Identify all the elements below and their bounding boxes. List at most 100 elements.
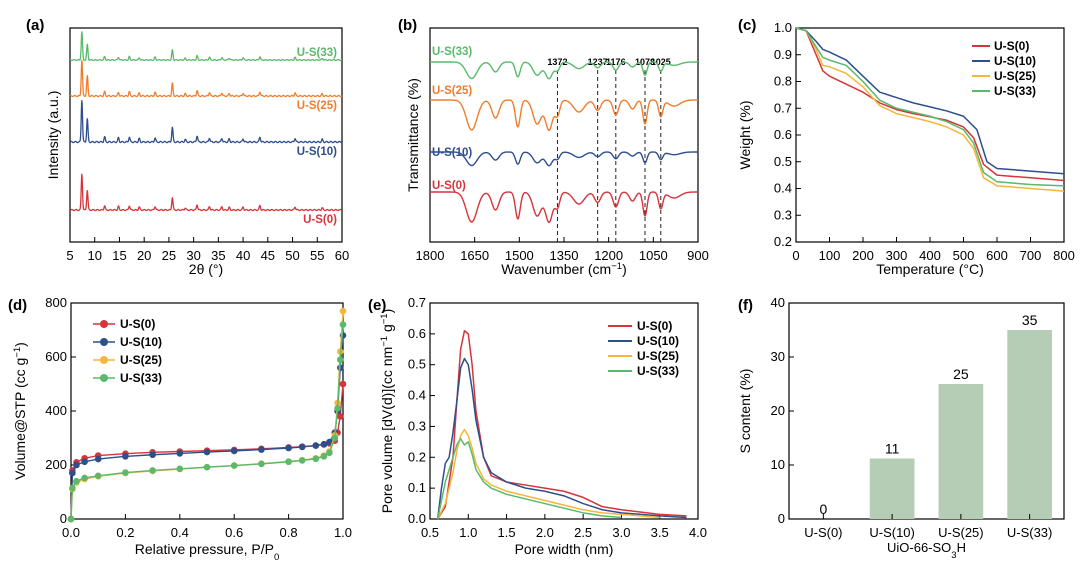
y-tick-label: 0.3 bbox=[408, 418, 426, 433]
peak-label: 1025 bbox=[651, 57, 671, 67]
x-axis-label: Relative pressure, P/P0 bbox=[135, 541, 280, 563]
legend-label: U-S(10) bbox=[120, 335, 162, 349]
data-point bbox=[122, 469, 129, 476]
data-point bbox=[298, 443, 306, 451]
series-line-U-S(33) bbox=[436, 438, 622, 520]
data-point bbox=[331, 434, 339, 442]
x-tick-label: 0.6 bbox=[225, 525, 243, 540]
bar-value-label: 0 bbox=[819, 501, 827, 517]
x-tick-label: U-S(0) bbox=[804, 525, 842, 540]
x-tick-label: 3.5 bbox=[651, 525, 669, 540]
x-tick-label: 2.0 bbox=[536, 525, 554, 540]
label-part: −1 bbox=[379, 313, 390, 324]
x-axis-label: 2θ (°) bbox=[189, 261, 223, 277]
data-point bbox=[149, 467, 156, 474]
y-tick-label: 0.7 bbox=[774, 100, 792, 115]
data-point bbox=[203, 463, 211, 471]
series-label: U-S(0) bbox=[432, 180, 466, 192]
data-point bbox=[339, 307, 347, 315]
peak-label: 1078 bbox=[635, 57, 655, 67]
data-point bbox=[149, 451, 156, 459]
x-axis-label: Wavenumber (cm−1) bbox=[501, 261, 626, 278]
y-tick-label: 0.4 bbox=[774, 181, 792, 196]
y-tick-label: 0.1 bbox=[408, 480, 426, 495]
plot-frame bbox=[69, 27, 343, 243]
data-point bbox=[69, 469, 76, 477]
panel-e: 0.5 1.0 1.5 2.0 2.5 3.0 3.5 4.0 0.0 0.1 0.2 0.3 0.4 0… bbox=[368, 295, 707, 557]
legend-label: U-S(33) bbox=[120, 371, 162, 385]
x-tick-label: 55 bbox=[310, 248, 324, 263]
bar bbox=[1007, 330, 1052, 519]
data-point bbox=[203, 448, 211, 456]
y-axis-label: Pore volume [dV(d)](cc nm−1 g−1) bbox=[379, 309, 396, 514]
legend-label: U-S(0) bbox=[637, 319, 672, 333]
label-part: ) bbox=[379, 309, 395, 314]
data-point bbox=[285, 458, 292, 466]
y-tick-label: 0.3 bbox=[774, 207, 792, 222]
y-tick-label: 0 bbox=[60, 511, 67, 526]
data-point bbox=[326, 449, 333, 457]
label-part: UiO-66-SO bbox=[887, 540, 951, 555]
y-tick-label: 200 bbox=[45, 457, 67, 472]
x-tick-label: 0 bbox=[792, 248, 799, 263]
peak-label: 1372 bbox=[547, 57, 567, 67]
x-tick-label: 35 bbox=[211, 248, 225, 263]
label-part: ) bbox=[622, 261, 627, 277]
data-point bbox=[69, 484, 76, 492]
label-part: −1 bbox=[12, 347, 23, 358]
data-point bbox=[258, 460, 265, 468]
y-tick-label: 0.5 bbox=[408, 357, 426, 372]
x-tick-label: 1650 bbox=[460, 248, 489, 263]
x-tick-label: 700 bbox=[1020, 248, 1042, 263]
panel-f: 0 10 20 30 40 (f) S content (%) 0 U-S(0) 11 U-S(10… bbox=[737, 295, 1065, 561]
x-axis-label: Pore width (nm) bbox=[515, 541, 614, 557]
x-tick-label: 0.2 bbox=[116, 525, 134, 540]
series-line-U-S(10) bbox=[70, 335, 344, 520]
y-tick-label: 10 bbox=[771, 457, 785, 472]
panel-c: 0 100 200 300 400 500 600 700 800 0.2 0.3 0.4 0.5 0.6… bbox=[737, 17, 1075, 277]
data-point bbox=[73, 461, 80, 469]
data-point bbox=[320, 453, 328, 460]
series-line-U-S(25) bbox=[795, 27, 1065, 192]
x-tick-label: 30 bbox=[186, 248, 200, 263]
x-tick-label: 1.0 bbox=[459, 525, 477, 540]
x-tick-label: 3.0 bbox=[612, 525, 630, 540]
y-tick-label: 1.0 bbox=[774, 20, 792, 35]
legend-label: U-S(10) bbox=[637, 334, 679, 348]
y-tick-label: 0.9 bbox=[774, 47, 792, 62]
series-label: U-S(33) bbox=[297, 47, 337, 59]
y-tick-label: 0.0 bbox=[408, 511, 426, 526]
data-point bbox=[94, 455, 102, 463]
x-tick-label: 100 bbox=[819, 248, 841, 263]
x-tick-label: 0.8 bbox=[280, 525, 298, 540]
x-tick-label: 20 bbox=[137, 248, 151, 263]
data-point bbox=[285, 444, 292, 452]
x-tick-label: 1050 bbox=[639, 248, 668, 263]
data-point bbox=[94, 472, 102, 480]
legend-marker bbox=[100, 320, 108, 328]
legend-marker bbox=[100, 356, 108, 364]
x-tick-label: 45 bbox=[261, 248, 275, 263]
series-label: U-S(25) bbox=[432, 85, 472, 97]
panel-d: 0.0 0.2 0.4 0.6 0.8 1.0 0 200 400 600 800 (d) Relati… bbox=[8, 295, 352, 563]
data-point bbox=[312, 455, 320, 463]
x-tick-label: 25 bbox=[162, 248, 176, 263]
x-tick-label: 1800 bbox=[416, 248, 445, 263]
series-line-U-S(25) bbox=[69, 59, 343, 98]
legend-label: U-S(25) bbox=[637, 349, 679, 363]
x-tick-label: 800 bbox=[1053, 248, 1075, 263]
y-tick-label: 800 bbox=[45, 295, 67, 310]
legend-label: U-S(33) bbox=[994, 84, 1036, 98]
x-tick-label: U-S(33) bbox=[1007, 525, 1053, 540]
bar-value-label: 11 bbox=[885, 441, 900, 457]
data-point bbox=[230, 447, 238, 455]
y-tick-label: 0.2 bbox=[408, 449, 426, 464]
x-tick-label: 60 bbox=[335, 248, 349, 263]
x-tick-label: U-S(10) bbox=[869, 525, 915, 540]
data-point bbox=[176, 465, 184, 473]
bar-value-label: 35 bbox=[1022, 312, 1038, 328]
y-axis-label: S content (%) bbox=[737, 369, 753, 454]
peak-label: 1176 bbox=[606, 57, 626, 67]
plot-frame bbox=[429, 302, 699, 520]
data-point bbox=[258, 446, 265, 453]
